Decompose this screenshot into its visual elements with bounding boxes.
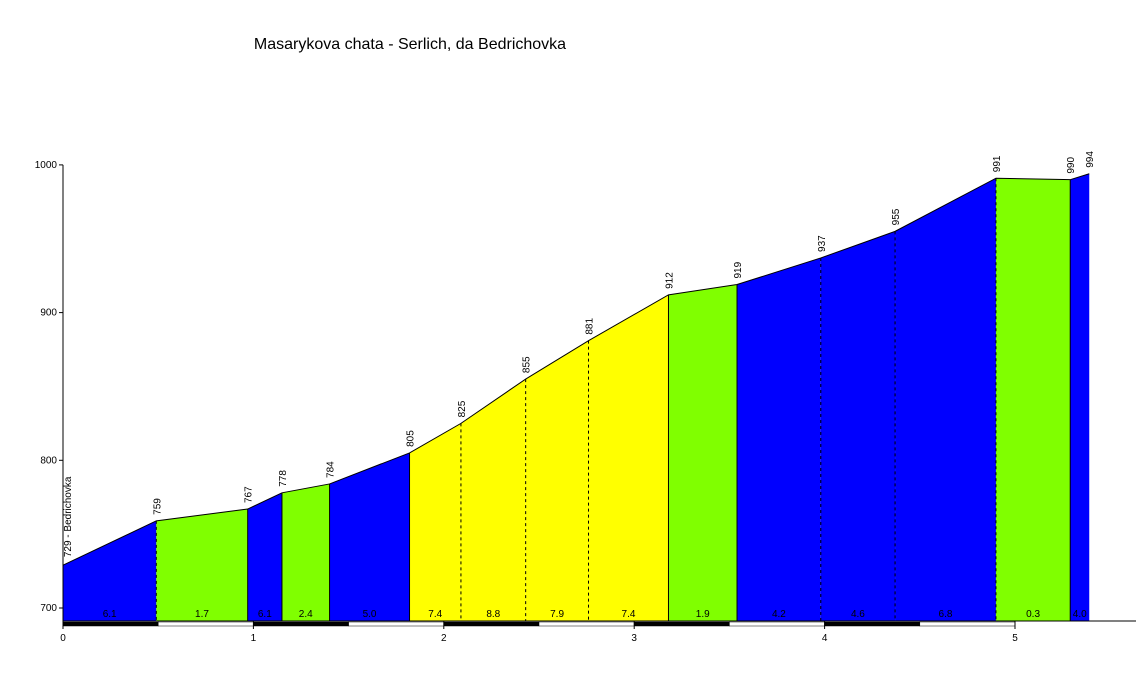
altitude-label: 994 xyxy=(1085,151,1096,168)
x-tick-label: 2 xyxy=(441,633,447,644)
altitude-label: 919 xyxy=(733,261,744,278)
gradient-label: 5.0 xyxy=(363,609,377,620)
altitude-label: 855 xyxy=(522,356,533,373)
gradient-label: 6.8 xyxy=(939,609,953,620)
x-tick-label: 4 xyxy=(822,633,828,644)
altitude-label: 937 xyxy=(817,235,828,252)
km-scale-block xyxy=(538,621,635,627)
profile-segment xyxy=(63,520,157,621)
x-tick-label: 1 xyxy=(251,633,257,644)
altitude-label: 784 xyxy=(326,461,337,478)
gradient-label: 1.7 xyxy=(195,609,209,620)
altitude-label: 955 xyxy=(891,208,902,225)
km-scale-block xyxy=(62,621,159,627)
profile-segment xyxy=(820,231,896,622)
gradient-label: 4.2 xyxy=(772,609,786,620)
gradient-label: 7.4 xyxy=(428,609,442,620)
km-scale-block xyxy=(824,621,921,627)
gradient-label: 6.1 xyxy=(258,609,272,620)
profile-segment xyxy=(247,492,282,621)
profile-segment xyxy=(156,509,248,621)
profile-outline xyxy=(62,173,1090,566)
km-scale-block xyxy=(443,621,540,627)
x-tick-label: 5 xyxy=(1012,633,1018,644)
altitude-label: 805 xyxy=(406,430,417,447)
x-tick-label: 3 xyxy=(631,633,637,644)
altitude-label: 912 xyxy=(664,272,675,289)
altitude-label: 767 xyxy=(244,486,255,503)
profile-segment xyxy=(737,257,821,621)
chart-title: Masarykova chata - Serlich, da Bedrichov… xyxy=(253,36,567,53)
profile-segment xyxy=(895,178,996,621)
profile-segment xyxy=(460,379,526,621)
gradient-label: 2.4 xyxy=(299,609,313,620)
start-label: 729 - Bedrichovka xyxy=(63,476,74,557)
y-tick-label: 1000 xyxy=(35,160,58,171)
x-tick-label: 0 xyxy=(60,633,66,644)
gradient-label: 8.8 xyxy=(486,609,500,620)
gradient-label: 7.4 xyxy=(622,609,636,620)
profile-segment xyxy=(409,423,461,621)
km-scale-block xyxy=(729,621,825,627)
gradient-label: 4.6 xyxy=(851,609,865,620)
km-scale-block xyxy=(253,621,349,627)
gradient-label: 1.9 xyxy=(696,609,710,620)
km-scale-block xyxy=(919,621,1016,627)
altitude-label: 759 xyxy=(152,498,163,515)
gradient-label: 0.3 xyxy=(1026,609,1040,620)
altitude-label: 881 xyxy=(585,318,596,335)
altitude-label: 778 xyxy=(278,470,289,487)
profile-segment xyxy=(668,284,738,621)
km-scale-block xyxy=(348,621,445,627)
profile-segment xyxy=(588,294,669,621)
y-tick-label: 700 xyxy=(40,603,57,614)
altitude-label: 991 xyxy=(992,155,1003,172)
profile-segment xyxy=(329,452,410,621)
gradient-label: 4.0 xyxy=(1073,609,1087,620)
gradient-label: 7.9 xyxy=(550,609,564,620)
profile-segment xyxy=(995,178,1071,621)
altitude-label: 990 xyxy=(1066,157,1077,174)
km-scale-block xyxy=(633,621,730,627)
profile-segment xyxy=(525,340,589,621)
y-tick-label: 900 xyxy=(40,308,57,319)
altitude-label: 825 xyxy=(457,400,468,417)
y-tick-label: 800 xyxy=(40,455,57,466)
profile-segment xyxy=(1070,173,1090,621)
profile-segment xyxy=(281,483,330,621)
km-scale-block xyxy=(157,621,254,627)
gradient-label: 6.1 xyxy=(103,609,117,620)
